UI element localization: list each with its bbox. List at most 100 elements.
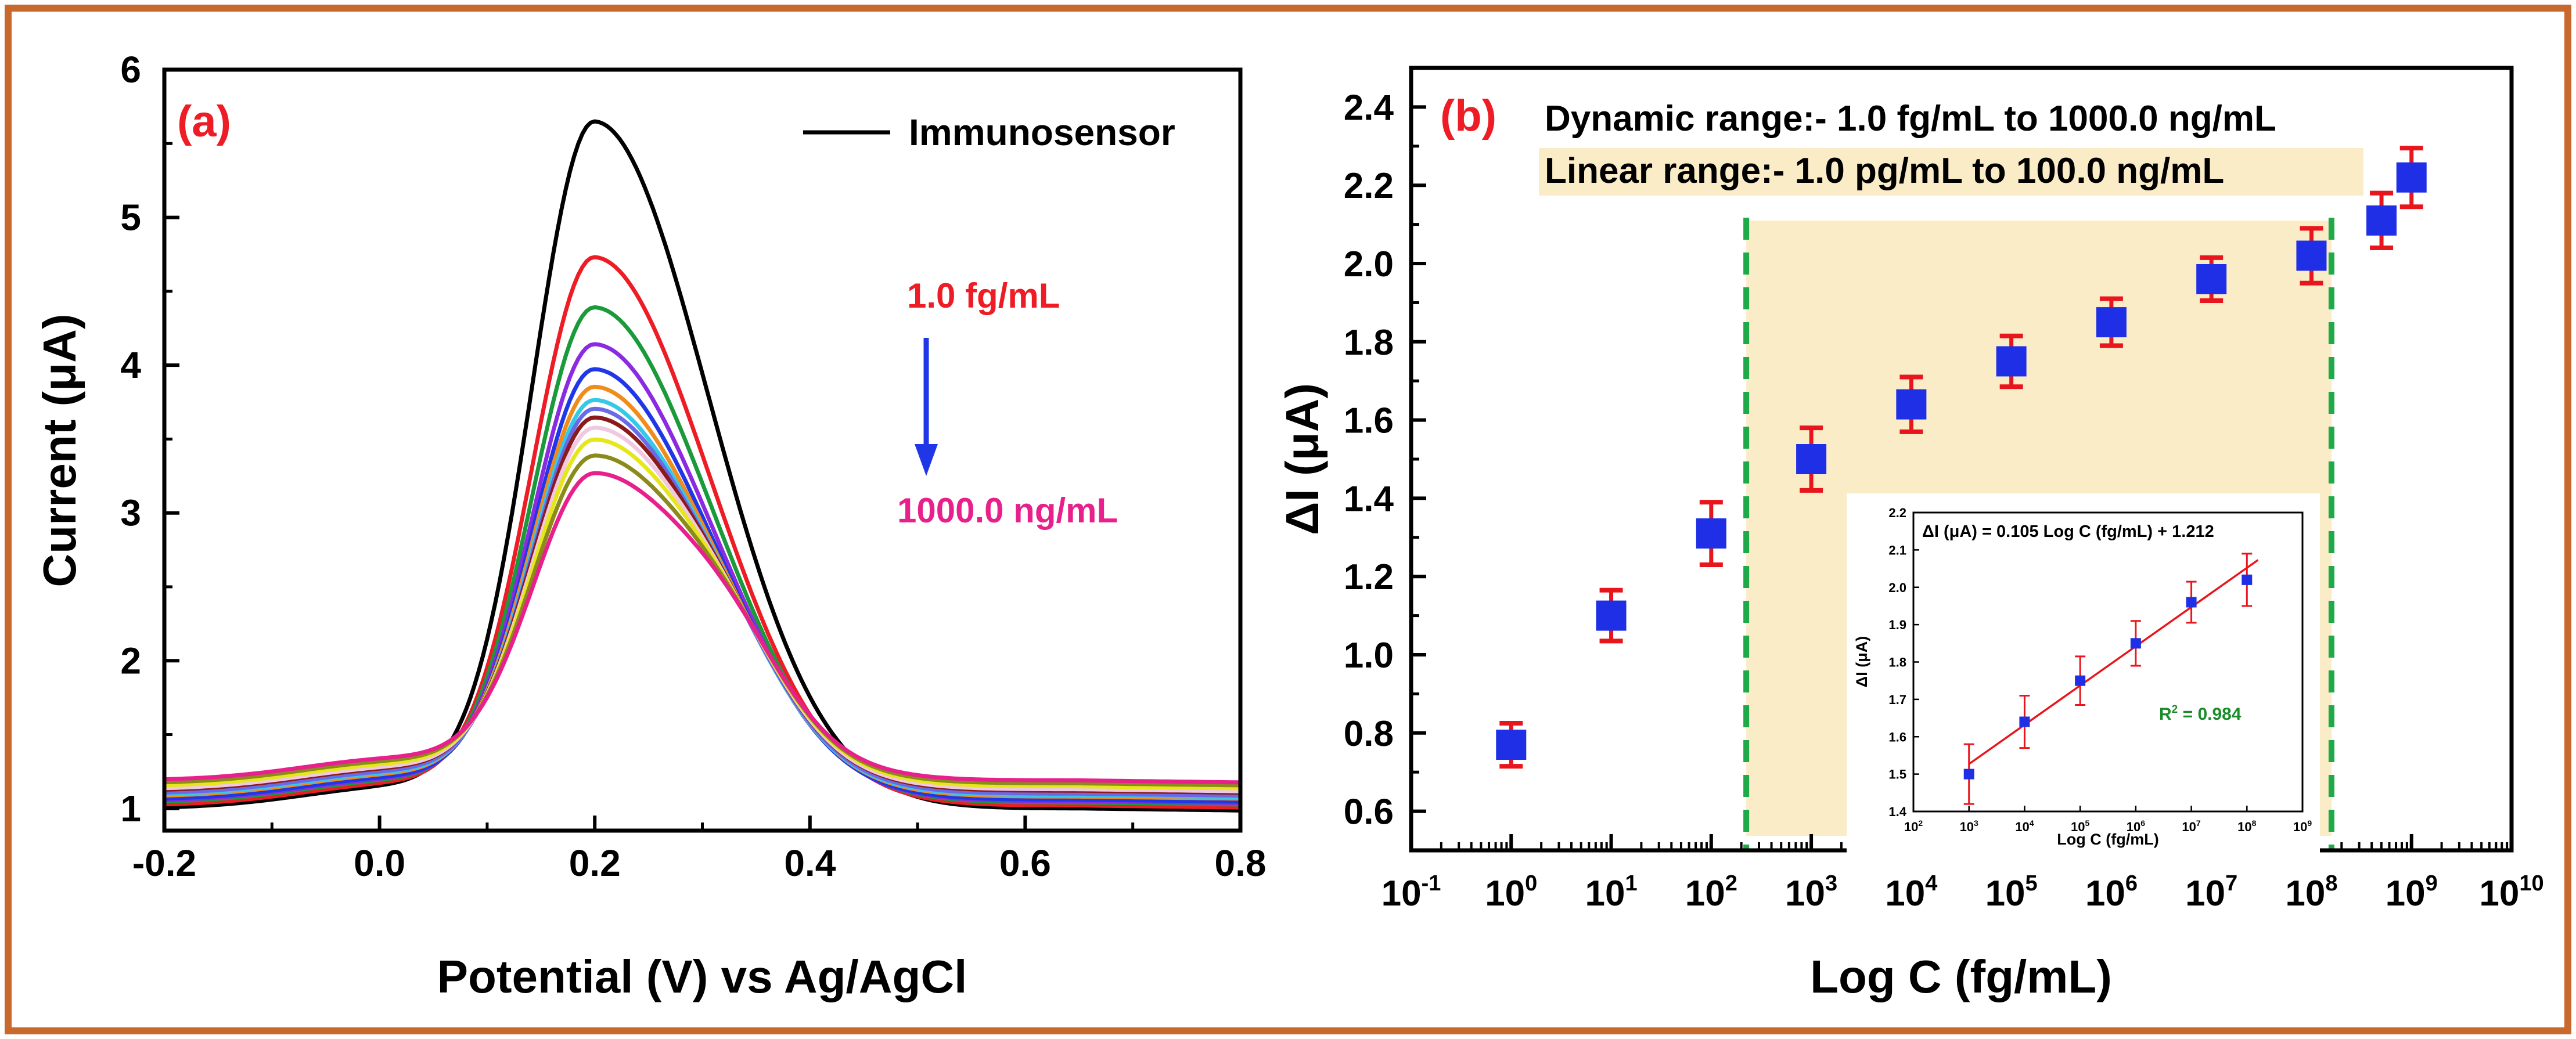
panel-b-x-tick-label-base: 10 [2185,874,2225,914]
inset-x-tick-label-exponent: 9 [2307,818,2312,828]
inset-y-tick-label: 1.6 [1888,730,1906,744]
inset-y-tick-label: 2.1 [1888,543,1906,557]
inset-y-tick-label: 2.2 [1888,506,1906,520]
panel-b-x-tick-label: 101 [1585,871,1637,914]
linear-range-text: Linear range:- 1.0 pg/mL to 100.0 ng/mL [1545,151,2224,191]
inset-r-squared-sup: 2 [2172,704,2178,716]
panel-a: -0.2 0.0 0.2 0.4 0.6 0.8 1 2 3 4 5 6 (a) Immunosens… [34,49,1266,1002]
data-point-marker [2366,205,2397,236]
panel-a-y-axis-label: Current (μA) [34,313,85,587]
inset-x-tick-label: 108 [2237,818,2256,834]
inset-x-tick-label: 106 [2127,818,2145,834]
inset-y-axis-label: ΔI (μA) [1853,636,1870,687]
panel-a-x-tick-label: 0.0 [354,842,405,884]
inset-x-tick-label-exponent: 5 [2085,818,2089,828]
panel-b-label: (b) [1440,91,1496,140]
inset-x-tick-label: 102 [1904,818,1923,834]
inset-data-point-marker [2242,574,2253,585]
panel-a-x-tick-label: 0.8 [1215,842,1267,884]
panel-b-data-points [1496,146,2427,769]
inset-plot-frame [1912,511,2304,813]
data-point-marker [1596,600,1627,631]
voltammogram-50-ng-ml [164,425,1241,793]
panel-b-x-tick-label-base: 10 [2285,874,2325,914]
inset-x-tick-label-exponent: 2 [1918,818,1923,828]
panel-b-x-tick-label-base: 10 [1585,874,1625,914]
panel-b-y-tick-label: 2.2 [1344,166,1394,206]
panel-b: 10-1 100 101 102 103 104 105 106 107 108 109 10100.… [1276,66,2544,1002]
panel-a-y-tick-label: 4 [120,344,141,386]
data-point-marker [2196,264,2227,294]
panel-b-x-tick-label-exponent: -1 [1422,871,1441,896]
inset-x-tick-label-exponent: 3 [1974,818,1978,828]
panel-a-x-tick-label: 0.6 [999,842,1051,884]
data-point-marker [2296,240,2327,271]
inset-x-tick-label-exponent: 8 [2252,818,2257,828]
panel-b-x-axis-label: Log C (fg/mL) [1810,951,2112,1002]
inset-x-tick-label-exponent: 7 [2196,818,2201,828]
panel-a-x-tick-label: 0.2 [569,842,621,884]
inset-data-point-marker [2186,597,2197,608]
data-point-marker [1996,346,2027,377]
panel-a-x-tick-label: 0.4 [784,842,836,884]
panel-b-y-tick-label: 2.4 [1344,88,1394,128]
panel-b-y-tick-label: 1.8 [1344,323,1394,363]
inset-x-tick-label: 107 [2182,818,2200,834]
panel-a-y-tick-label: 2 [120,640,141,681]
data-point-marker [2396,162,2427,193]
annotation-low-concentration: 1000.0 ng/mL [897,491,1118,530]
panel-b-x-tick-label: 107 [2185,871,2237,914]
linear-range-highlight [1539,148,2363,196]
panel-b-x-tick-label: 100 [1485,871,1537,914]
annotation-high-concentration: 1.0 fg/mL [907,276,1060,315]
concentration-arrow-head [915,444,938,476]
panel-b-y-tick-label: 2.0 [1344,244,1394,284]
panel-b-y-axis-label: ΔI (μA) [1276,383,1328,535]
panel-b-y-tick-label: 0.6 [1344,792,1394,832]
inset-x-tick-label-base: 10 [2182,820,2196,834]
inset-chart: 102 103 104 105 106 107 108 1091.41.51.61.71.81… [1847,493,2320,865]
panel-b-x-tick-label-exponent: 9 [2426,871,2438,896]
voltammogram-500-ng-ml [164,453,1241,788]
legend-label-immunosensor: Immunosensor [909,111,1175,153]
panel-b-y-tick-label: 1.0 [1344,636,1394,676]
panel-b-x-tick-label: 103 [1785,871,1837,914]
panel-b-x-tick-label-exponent: 10 [2519,871,2543,896]
panel-b-x-tick-label-base: 10 [1485,874,1525,914]
panel-b-x-tick-label-exponent: 4 [1925,871,1937,896]
panel-a-y-tick-label: 5 [120,197,141,239]
panel-b-x-tick-label: 105 [1985,871,2038,914]
inset-y-tick-label: 1.5 [1888,767,1906,782]
voltammogram-1000-0-ng-ml [164,471,1241,785]
panel-b-x-tick-label: 108 [2285,871,2337,914]
inset-data-point-marker [2130,638,2141,649]
inset-y-tick-label: 1.9 [1888,618,1906,632]
panel-b-x-tick-label-exponent: 3 [1825,871,1837,896]
panel-b-x-tick-label-base: 10 [1885,874,1925,914]
panel-a-x-axis-label: Potential (V) vs Ag/AgCl [437,951,967,1002]
panel-b-y-tick-label: 1.4 [1344,479,1394,519]
panel-b-x-tick-label-base: 10 [2479,874,2519,914]
panel-b-x-tick-label-exponent: 6 [2125,871,2138,896]
inset-data-point-marker [2019,716,2030,727]
inset-r-squared-value: = 0.984 [2178,705,2242,724]
panel-b-x-tick-label-base: 10 [1381,874,1422,914]
inset-x-tick-label-base: 10 [2127,820,2140,834]
inset-x-tick-label: 105 [2071,818,2089,834]
panel-b-x-tick-label-base: 10 [2386,874,2426,914]
inset-x-tick-label-exponent: 4 [2030,818,2034,828]
panel-b-x-tick-label-exponent: 2 [1725,871,1737,896]
panel-b-x-tick-label-base: 10 [1785,874,1825,914]
inset-x-tick-label-exponent: 6 [2140,818,2145,828]
inset-y-tick-label: 1.4 [1888,804,1906,819]
inset-x-axis-label: Log C (fg/mL) [2057,831,2158,848]
panel-b-x-tick-label-exponent: 1 [1625,871,1637,896]
inset-x-tick-label-base: 10 [2071,820,2085,834]
inset-y-tick-label: 1.7 [1888,692,1906,707]
panel-a-y-tick-label: 3 [120,492,141,534]
inset-x-tick-label-base: 10 [1960,820,1974,834]
panel-b-x-tick-label: 109 [2386,871,2438,914]
data-point-marker [1896,389,1927,420]
inset-x-tick-label-base: 10 [2237,820,2251,834]
